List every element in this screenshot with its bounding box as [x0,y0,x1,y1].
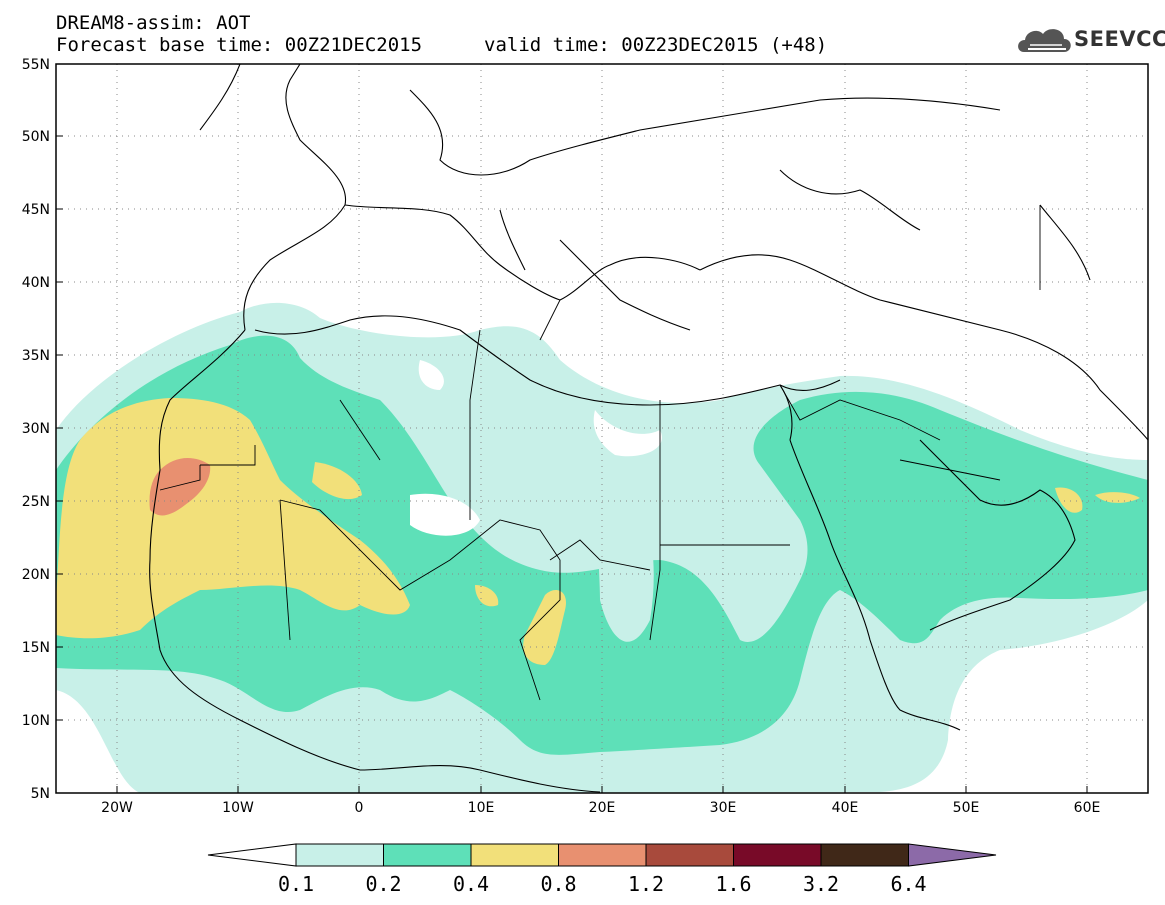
colorbar-segment [820,843,909,867]
colorbar-label: 1.6 [715,872,752,896]
lat-label: 45N [22,202,50,218]
aot-contour-0.4 [1055,487,1083,513]
lon-label: 10W [222,800,254,816]
colorbar-over-arrow [908,843,997,867]
colorbar [207,843,997,867]
axis-ticks [56,63,1088,794]
colorbar-segment [558,843,647,867]
lat-label: 40N [22,275,50,291]
colorbar-segment [295,843,384,867]
latitude-labels: 55N 50N 45N 40N 35N 30N 25N 20N 15N 10N … [22,57,50,802]
aot-contour-0.1 [598,460,654,642]
lat-label: 10N [22,713,50,729]
aot-contour-0.4 [56,398,410,639]
lat-label: 55N [22,57,50,73]
country-borders [159,205,1041,701]
longitude-labels: 20W 10W 0 10E 20E 30E 40E 50E 60E [101,800,1100,816]
lat-label: 30N [22,421,50,437]
colorbar-label: 0.4 [452,872,490,896]
lon-label: 0 [355,800,364,816]
aot-contour-below-0.1 [410,493,480,536]
colorbar-label: 3.2 [802,872,840,896]
aot-contour-0.4 [1095,492,1140,503]
lat-label: 5N [31,786,50,802]
colorbar-label: 6.4 [890,872,927,896]
lat-label: 20N [22,567,50,583]
lon-label: 20W [101,800,133,816]
seevccc-logo: SEEVCCC [1016,22,1165,62]
aot-contour-0.4 [475,585,499,607]
lon-label: 60E [1074,800,1101,816]
aot-contour-0.4 [523,590,566,665]
logo-text: SEEVCCC [1074,27,1165,51]
chart-title: DREAM8-assim: AOT [56,12,251,34]
forecast-base-time: Forecast base time: 00Z21DEC2015 [56,34,423,56]
aot-contour-below-0.1 [593,410,662,457]
lat-label: 25N [22,494,50,510]
cloud-logo-icon [1018,29,1071,52]
lat-label: 35N [22,348,50,364]
colorbar-label: 1.2 [627,872,665,896]
colorbar-segment [470,843,559,867]
colorbar-segment [733,843,822,867]
colorbar-label: 0.8 [540,872,577,896]
valid-time: valid time: 00Z23DEC2015 (+48) [484,34,828,56]
aot-fields [56,302,1148,793]
lat-label: 50N [22,129,50,145]
colorbar-under-arrow [207,843,297,867]
colorbar-label: 0.1 [277,872,315,896]
colorbar-label: 0.2 [365,872,402,896]
aot-contour-below-0.1 [418,360,444,390]
colorbar-segment [645,843,734,867]
colorbar-segment [383,843,472,867]
lon-label: 40E [832,800,859,816]
lat-label: 15N [22,640,50,656]
aot-contour-0.1 [436,370,509,527]
lon-label: 10E [468,800,495,816]
coastlines [149,64,1148,793]
lon-label: 50E [953,800,980,816]
aot-contour-0.2 [56,335,1148,755]
lon-label: 20E [589,800,616,816]
lon-label: 30E [710,800,737,816]
aot-contour-0.4 [312,462,362,500]
